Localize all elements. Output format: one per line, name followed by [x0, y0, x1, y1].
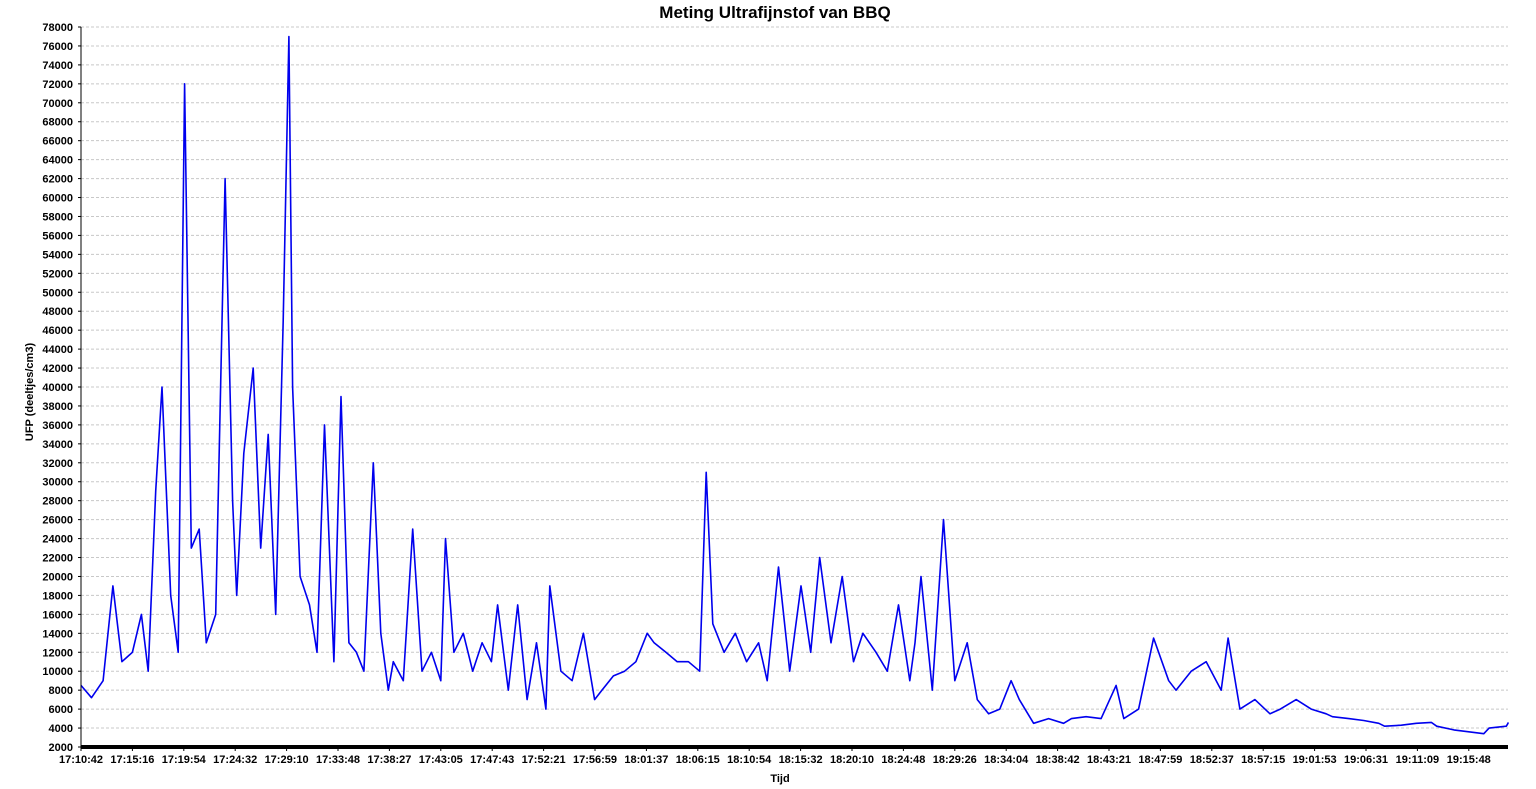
x-tick-label: 17:29:10: [265, 754, 309, 766]
y-tick-label: 78000: [42, 22, 73, 34]
y-tick-label: 56000: [42, 230, 73, 242]
chart-title: Meting Ultrafijnstof van BBQ: [659, 3, 890, 22]
x-tick-label: 18:29:26: [933, 754, 977, 766]
y-tick-label: 28000: [42, 496, 73, 508]
x-tick-label: 17:15:16: [110, 754, 154, 766]
y-tick-label: 64000: [42, 155, 73, 167]
y-tick-label: 58000: [42, 211, 73, 223]
y-tick-label: 40000: [42, 382, 73, 394]
y-tick-label: 48000: [42, 306, 73, 318]
x-tick-label: 18:47:59: [1138, 754, 1182, 766]
y-tick-label: 70000: [42, 98, 73, 110]
y-tick-label: 16000: [42, 609, 73, 621]
x-tick-label: 17:38:27: [367, 754, 411, 766]
series-line: [80, 35, 1509, 735]
y-tick-label: 54000: [42, 249, 73, 261]
y-tick-label: 36000: [42, 420, 73, 432]
y-tick-label: 18000: [42, 590, 73, 602]
x-tick-label: 17:43:05: [419, 754, 463, 766]
y-tick-label: 52000: [42, 268, 73, 280]
x-tick-label: 19:11:09: [1396, 754, 1439, 766]
y-tick-label: 50000: [42, 287, 73, 299]
y-tick-label: 38000: [42, 401, 73, 413]
y-tick-label: 46000: [42, 325, 73, 337]
x-tick-label: 17:10:42: [59, 754, 103, 766]
y-tick-label: 12000: [42, 647, 73, 659]
x-axis-ticks: 17:10:42 17:15:16 17:19:54 17:24:32 17:29:10…: [59, 747, 1491, 766]
x-tick-label: 17:47:43: [470, 754, 514, 766]
y-tick-label: 76000: [42, 41, 73, 53]
y-tick-label: 22000: [42, 553, 73, 565]
x-tick-label: 17:52:21: [522, 754, 566, 766]
y-tick-label: 20000: [42, 571, 73, 583]
x-tick-label: 19:15:48: [1447, 754, 1491, 766]
y-tick-label: 32000: [42, 458, 73, 470]
x-tick-label: 18:10:54: [727, 754, 772, 766]
x-tick-label: 17:24:32: [213, 754, 257, 766]
x-tick-label: 18:57:15: [1241, 754, 1285, 766]
x-tick-label: 18:01:37: [624, 754, 668, 766]
y-tick-label: 6000: [49, 704, 73, 716]
y-tick-label: 8000: [49, 685, 73, 697]
x-tick-label: 18:15:32: [779, 754, 823, 766]
y-tick-label: 44000: [42, 344, 73, 356]
x-tick-label: 18:52:37: [1190, 754, 1234, 766]
y-tick-label: 10000: [42, 666, 73, 678]
y-tick-label: 30000: [42, 477, 73, 489]
x-tick-label: 18:34:04: [984, 754, 1029, 766]
x-tick-label: 18:24:48: [881, 754, 925, 766]
y-tick-label: 26000: [42, 515, 73, 527]
y-tick-label: 62000: [42, 174, 73, 186]
y-tick-label: 4000: [49, 723, 73, 735]
y-tick-label: 72000: [42, 79, 73, 91]
y-tick-label: 68000: [42, 117, 73, 129]
x-tick-label: 18:06:15: [676, 754, 720, 766]
y-tick-label: 2000: [49, 742, 73, 754]
x-tick-label: 18:20:10: [830, 754, 874, 766]
x-tick-label: 18:43:21: [1087, 754, 1131, 766]
x-tick-label: 19:06:31: [1344, 754, 1388, 766]
y-tick-label: 34000: [42, 439, 73, 451]
x-tick-label: 19:01:53: [1293, 754, 1337, 766]
y-axis-label: UFP (deeltjes/cm3): [24, 343, 36, 442]
x-tick-label: 17:19:54: [162, 754, 207, 766]
grid-lines: [81, 26, 1508, 748]
y-tick-label: 74000: [42, 60, 73, 72]
x-tick-label: 17:56:59: [573, 754, 617, 766]
y-tick-label: 14000: [42, 628, 73, 640]
y-tick-label: 60000: [42, 193, 73, 205]
y-axis-ticks: 2000 4000 6000 8000 10000 12000 14000 16000 1800…: [42, 22, 81, 754]
x-tick-label: 18:38:42: [1036, 754, 1080, 766]
x-tick-label: 17:33:48: [316, 754, 360, 766]
y-tick-label: 24000: [42, 534, 73, 546]
y-tick-label: 42000: [42, 363, 73, 375]
y-tick-label: 66000: [42, 136, 73, 148]
x-axis-label: Tijd: [770, 773, 789, 785]
